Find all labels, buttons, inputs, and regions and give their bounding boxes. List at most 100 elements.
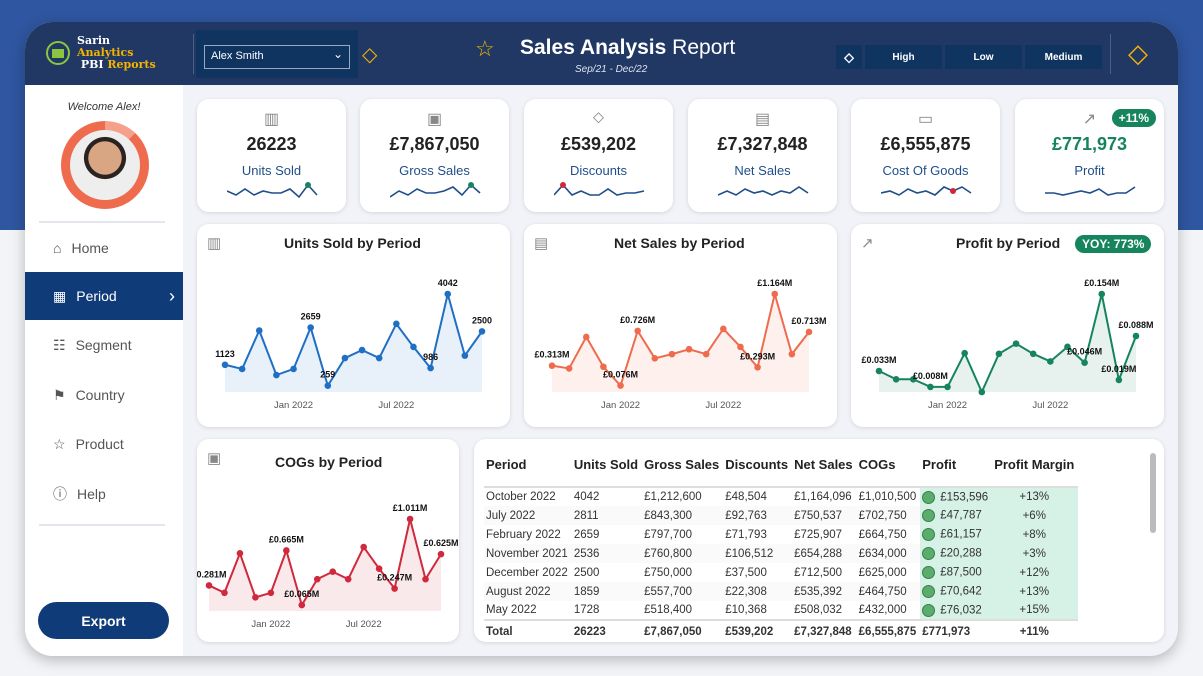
nav-period[interactable]: ▦ Period › — [25, 272, 183, 320]
data-point[interactable] — [298, 601, 306, 609]
table-row[interactable]: July 2022 2811 £843,300 £92,763 £750,537 £702… — [484, 506, 1079, 525]
data-point[interactable] — [1132, 332, 1140, 340]
column-header[interactable]: Gross Sales — [642, 451, 724, 488]
column-header[interactable]: Profit Margin — [992, 451, 1079, 488]
data-point[interactable] — [961, 349, 968, 357]
nav-segment[interactable]: ☷ Segment — [53, 336, 132, 354]
data-point[interactable] — [375, 354, 383, 362]
column-header[interactable]: Net Sales — [792, 451, 857, 488]
data-point[interactable] — [375, 565, 383, 572]
priority-medium[interactable]: Medium — [1025, 45, 1102, 69]
data-point[interactable] — [1047, 358, 1054, 365]
data-point[interactable] — [341, 354, 349, 362]
data-point[interactable] — [600, 363, 607, 371]
data-point[interactable] — [875, 367, 883, 375]
kpi-card: ▥ 26223 Units Sold — [197, 99, 346, 212]
data-point[interactable] — [221, 589, 228, 597]
data-point[interactable] — [307, 324, 314, 331]
data-point[interactable] — [1012, 340, 1020, 347]
cash-icon: ▣ — [207, 450, 222, 467]
data-point[interactable] — [329, 568, 337, 575]
area-fill — [552, 294, 809, 392]
data-point[interactable] — [788, 350, 796, 358]
flag-icon: ⚑ — [53, 386, 66, 403]
data-point[interactable] — [978, 388, 986, 396]
data-point[interactable] — [754, 364, 761, 371]
nav-help[interactable]: ⓘ Help — [53, 486, 106, 502]
data-point[interactable] — [205, 582, 213, 589]
scrollbar[interactable] — [1150, 453, 1156, 533]
priority-low[interactable]: Low — [945, 45, 1022, 69]
data-point[interactable] — [324, 382, 332, 390]
data-point[interactable] — [422, 575, 429, 583]
data-point[interactable] — [252, 594, 259, 601]
table-row[interactable]: August 2022 1859 £557,700 £22,308 £535,392 £4… — [484, 582, 1079, 601]
data-point[interactable] — [255, 327, 263, 334]
export-button[interactable]: Export — [38, 602, 169, 639]
data-point[interactable] — [565, 365, 573, 372]
table-row[interactable]: November 2021 2536 £760,800 £106,512 £654,28… — [484, 544, 1079, 563]
data-point[interactable] — [1098, 290, 1106, 298]
nav-country[interactable]: ⚑ Country — [53, 386, 125, 404]
data-point[interactable] — [313, 575, 321, 583]
data-point[interactable] — [927, 383, 934, 391]
data-point[interactable] — [478, 328, 486, 335]
data-point[interactable] — [805, 328, 813, 336]
clear-filters-icon[interactable]: ◇ — [1128, 38, 1148, 68]
data-point[interactable] — [393, 320, 400, 328]
data-point[interactable] — [995, 350, 1003, 358]
data-point[interactable] — [283, 547, 290, 554]
data-point[interactable] — [236, 550, 244, 557]
data-point[interactable] — [273, 371, 280, 379]
data-point[interactable] — [548, 362, 556, 369]
user-select[interactable]: Alex Smith ⌄ — [204, 45, 350, 69]
table-row[interactable]: December 2022 2500 £750,000 £37,500 £712,500… — [484, 563, 1079, 582]
data-point[interactable] — [668, 350, 676, 358]
data-point[interactable] — [617, 382, 624, 389]
table-row[interactable]: February 2022 2659 £797,700 £71,793 £725,907… — [484, 525, 1079, 544]
data-point[interactable] — [437, 550, 445, 558]
data-point[interactable] — [651, 355, 659, 362]
data-point[interactable] — [909, 375, 917, 383]
data-point[interactable] — [944, 383, 951, 391]
data-point[interactable] — [360, 543, 367, 551]
column-header[interactable]: Profit — [920, 451, 993, 488]
nav-product[interactable]: ☆ Product — [53, 435, 124, 453]
column-header[interactable]: COGs — [856, 451, 921, 488]
data-point[interactable] — [634, 327, 641, 335]
data-point[interactable] — [410, 343, 417, 351]
table-row[interactable]: October 2022 4042 £1,212,600 £48,504 £1,164,… — [484, 487, 1079, 506]
data-point[interactable] — [892, 375, 900, 383]
data-point[interactable] — [720, 325, 727, 333]
data-point[interactable] — [391, 585, 398, 592]
x-tick-label: Jul 2022 — [378, 400, 414, 411]
eraser-icon[interactable]: ◇ — [362, 44, 378, 66]
column-header[interactable]: Units Sold — [571, 451, 643, 488]
data-point[interactable] — [1064, 343, 1071, 351]
nav-home[interactable]: ⌂ Home — [53, 240, 109, 256]
data-point[interactable] — [444, 290, 452, 298]
priority-high[interactable]: High — [865, 45, 942, 69]
data-point[interactable] — [267, 589, 275, 597]
data-point[interactable] — [344, 575, 352, 583]
data-point[interactable] — [1081, 359, 1088, 367]
data-point[interactable] — [358, 346, 366, 354]
data-point[interactable] — [461, 352, 469, 359]
data-label: £0.019M — [1101, 364, 1136, 374]
column-header[interactable]: Discounts — [723, 451, 793, 488]
trend-icon: ↗ — [1082, 111, 1097, 128]
data-point[interactable] — [238, 365, 246, 373]
data-point[interactable] — [1115, 376, 1123, 384]
data-point[interactable] — [1029, 350, 1037, 358]
data-point[interactable] — [771, 290, 779, 298]
data-point[interactable] — [290, 365, 297, 373]
data-point[interactable] — [582, 333, 590, 341]
data-point[interactable] — [406, 515, 414, 523]
data-point[interactable] — [427, 364, 434, 372]
data-point[interactable] — [737, 343, 744, 351]
table-row[interactable]: May 2022 1728 £518,400 £10,368 £508,032 £432,… — [484, 601, 1079, 620]
data-point[interactable] — [221, 361, 229, 369]
data-point[interactable] — [702, 350, 710, 358]
data-point[interactable] — [685, 345, 693, 353]
column-header[interactable]: Period — [484, 451, 572, 488]
